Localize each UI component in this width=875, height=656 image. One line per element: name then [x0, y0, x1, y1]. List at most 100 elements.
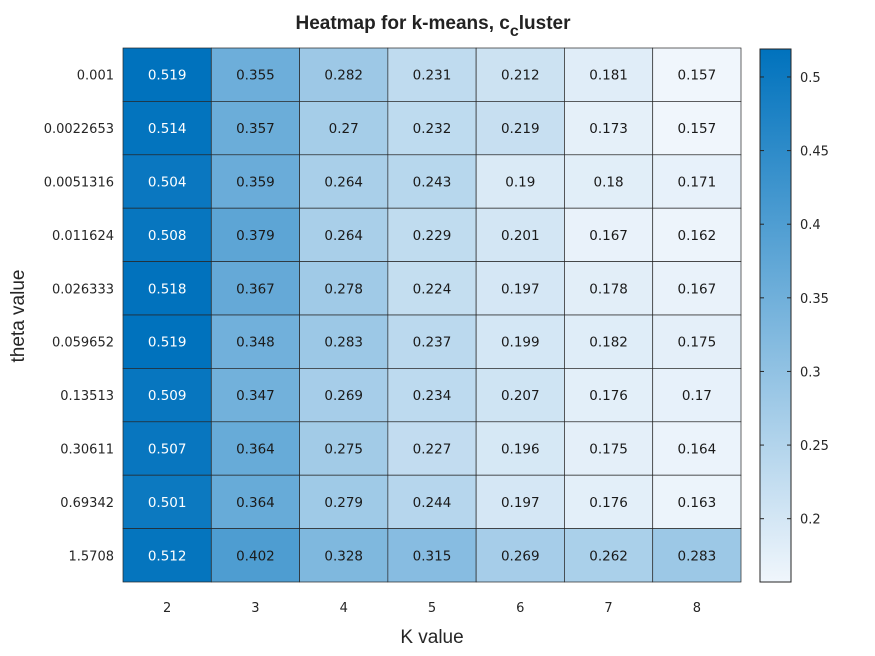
heatmap-cell: [475, 154, 565, 209]
cell-value-label: 0.269: [501, 548, 540, 564]
heatmap-cell: [122, 421, 212, 476]
chart-title: Heatmap for k-means, ccluster: [295, 13, 571, 40]
cell-value-label: 0.355: [236, 68, 275, 84]
cell-value-label: 0.175: [678, 335, 717, 351]
heatmap-cell: [564, 101, 654, 156]
colorbar-ticks: 0.2 0.25 0.3 0.35 0.4 0.45 0.5: [760, 71, 829, 528]
cell-value-label: 0.347: [236, 388, 275, 404]
cell-value-label: 0.237: [413, 335, 452, 351]
cell-value-label: 0.162: [678, 228, 717, 244]
heatmap-cell: [564, 421, 654, 476]
cell-value-label: 0.379: [236, 228, 275, 244]
heatmap-cell: [652, 314, 742, 369]
heatmap-cell: [122, 528, 212, 583]
heatmap-cell: [299, 47, 389, 102]
colorbar-tick-label: 0.35: [800, 292, 829, 307]
cell-value-label: 0.197: [501, 281, 540, 297]
heatmap-cell: [475, 47, 565, 102]
x-axis-label: K value: [400, 627, 463, 648]
heatmap-cell: [564, 154, 654, 209]
heatmap-cell: [387, 528, 477, 583]
cell-value-label: 0.232: [413, 121, 452, 137]
x-tick-label: 3: [251, 601, 259, 616]
cell-value-label: 0.231: [413, 68, 452, 84]
cell-value-label: 0.182: [589, 335, 628, 351]
cell-value-label: 0.282: [324, 68, 363, 84]
cell-value-label: 0.328: [324, 548, 363, 564]
cell-value-label: 0.178: [589, 281, 628, 297]
cell-value-label: 0.283: [678, 548, 717, 564]
heatmap-cell: [652, 101, 742, 156]
heatmap-cells: 0.519 0.355 0.282 0.231 0.212 0.181 0.157 0.514…: [122, 47, 742, 583]
cell-value-label: 0.201: [501, 228, 540, 244]
cell-value-label: 0.509: [148, 388, 187, 404]
y-tick-label: 0.30611: [60, 443, 114, 458]
cell-value-label: 0.519: [148, 335, 187, 351]
y-tick-label: 0.13513: [60, 389, 114, 404]
heatmap-cell: [299, 528, 389, 583]
cell-value-label: 0.19: [505, 175, 535, 191]
cell-value-label: 0.224: [413, 281, 452, 297]
cell-value-label: 0.175: [589, 442, 628, 458]
chart-title-subscript: c: [510, 23, 519, 40]
cell-value-label: 0.163: [678, 495, 717, 511]
cell-value-label: 0.364: [236, 495, 275, 511]
cell-value-label: 0.167: [589, 228, 628, 244]
heatmap-cell: [387, 207, 477, 262]
heatmap-cell: [210, 47, 300, 102]
y-tick-label: 0.011624: [52, 229, 114, 244]
cell-value-label: 0.501: [148, 495, 187, 511]
cell-value-label: 0.173: [589, 121, 628, 137]
x-tick-label: 2: [163, 601, 171, 616]
colorbar-tick-label: 0.45: [800, 145, 829, 160]
heatmap-cell: [210, 207, 300, 262]
cell-value-label: 0.357: [236, 121, 275, 137]
x-tick-label: 4: [340, 601, 348, 616]
cell-value-label: 0.514: [148, 121, 187, 137]
cell-value-label: 0.518: [148, 281, 187, 297]
colorbar-tick-label: 0.25: [800, 439, 829, 454]
cell-value-label: 0.348: [236, 335, 275, 351]
cell-value-label: 0.243: [413, 175, 452, 191]
heatmap-cell: [122, 154, 212, 209]
heatmap-cell: [299, 154, 389, 209]
heatmap-cell: [122, 47, 212, 102]
y-axis-ticks: 0.001 0.0022653 0.0051316 0.011624 0.026333 0…: [44, 69, 114, 565]
cell-value-label: 0.17: [682, 388, 712, 404]
heatmap-cell: [387, 154, 477, 209]
heatmap-cell: [122, 101, 212, 156]
heatmap-cell: [210, 314, 300, 369]
cell-value-label: 0.227: [413, 442, 452, 458]
heatmap-cell: [122, 474, 212, 529]
heatmap-cell: [122, 207, 212, 262]
y-tick-label: 0.026333: [52, 282, 114, 297]
heatmap-cell: [475, 474, 565, 529]
heatmap-cell: [475, 314, 565, 369]
cell-value-label: 0.196: [501, 442, 540, 458]
cell-value-label: 0.275: [324, 442, 363, 458]
cell-value-label: 0.164: [678, 442, 717, 458]
cell-value-label: 0.212: [501, 68, 540, 84]
cell-value-label: 0.269: [324, 388, 363, 404]
heatmap-cell: [475, 368, 565, 423]
cell-value-label: 0.512: [148, 548, 187, 564]
cell-value-label: 0.264: [324, 228, 363, 244]
y-tick-label: 0.0051316: [44, 176, 114, 191]
heatmap-cell: [652, 528, 742, 583]
cell-value-label: 0.359: [236, 175, 275, 191]
heatmap-cell: [564, 207, 654, 262]
x-axis-ticks: 2 3 4 5 6 7 8: [163, 601, 701, 616]
heatmap-cell: [299, 261, 389, 316]
cell-value-label: 0.157: [678, 68, 717, 84]
cell-value-label: 0.157: [678, 121, 717, 137]
chart-title-end: luster: [519, 13, 571, 34]
cell-value-label: 0.234: [413, 388, 452, 404]
cell-value-label: 0.508: [148, 228, 187, 244]
cell-value-label: 0.315: [413, 548, 452, 564]
heatmap-cell: [652, 154, 742, 209]
heatmap-cell: [652, 368, 742, 423]
x-tick-label: 5: [428, 601, 436, 616]
cell-value-label: 0.176: [589, 495, 628, 511]
colorbar-tick-label: 0.3: [800, 365, 821, 380]
